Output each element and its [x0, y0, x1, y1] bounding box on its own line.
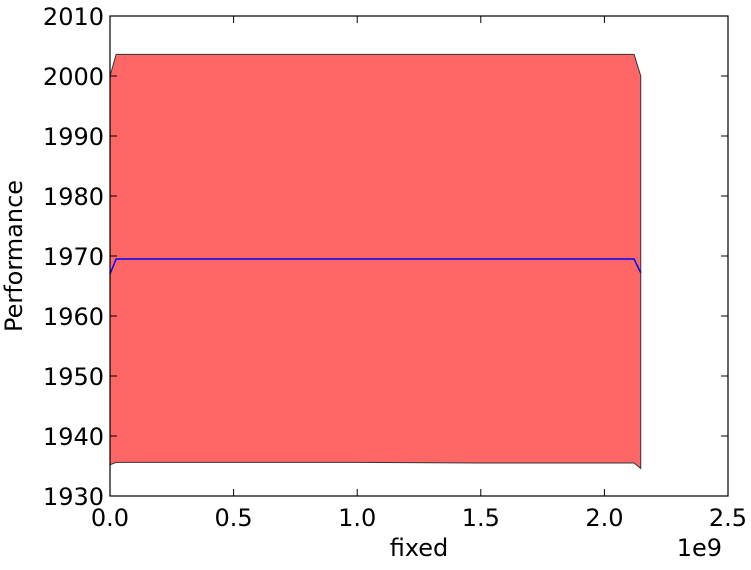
y-tick-label: 1990	[43, 123, 104, 151]
x-tick-label: 2.0	[585, 504, 623, 532]
x-tick-label: 2.5	[709, 504, 747, 532]
y-tick-label: 1940	[43, 423, 104, 451]
x-tick-label: 1.5	[462, 504, 500, 532]
y-tick-label: 1970	[43, 243, 104, 271]
ticks-layer	[109, 15, 729, 497]
y-tick-label: 2000	[43, 63, 104, 91]
series-layer	[109, 258, 642, 275]
y-axis-title: Performance	[0, 180, 28, 332]
tick-labels-layer: 0.0 0.5 1.0 1.5 2.0 2.5 1930 1940 1950 1960 1970 19…	[43, 3, 747, 532]
x-axis-title: fixed	[390, 534, 449, 562]
y-tick-label: 1960	[43, 303, 104, 331]
confidence-band	[109, 53, 642, 470]
x-tick-label: 1.0	[338, 504, 376, 532]
series-line-0	[109, 258, 642, 275]
x-axis-offset-text: 1e9	[677, 534, 722, 562]
x-tick-label: 0.5	[215, 504, 253, 532]
y-tick-label: 1930	[43, 483, 104, 511]
y-tick-label: 1980	[43, 183, 104, 211]
y-tick-label: 1950	[43, 363, 104, 391]
band-layer	[109, 53, 642, 470]
y-tick-label: 2010	[43, 3, 104, 31]
x-tick-label: 0.0	[91, 504, 129, 532]
